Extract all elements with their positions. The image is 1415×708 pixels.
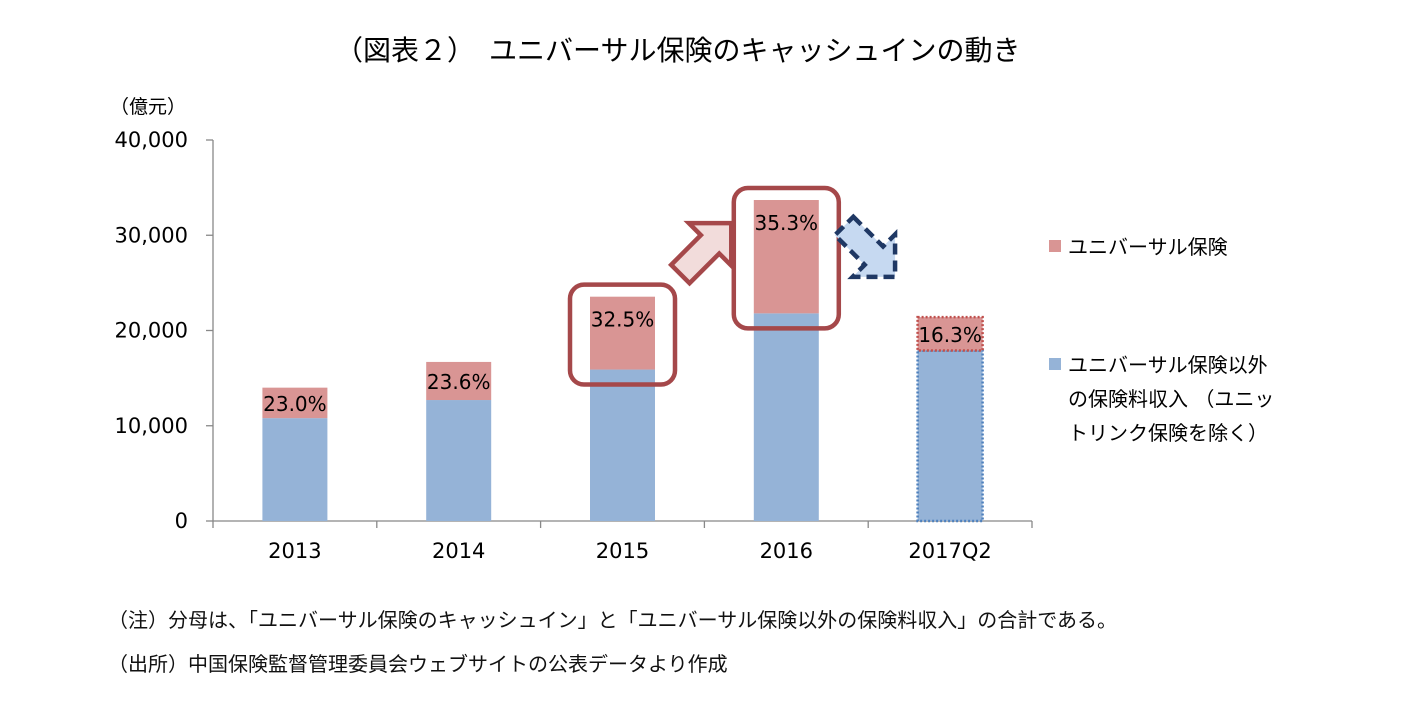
- y-tick-label: 0: [175, 509, 188, 533]
- note-denominator: （注）分母は、「ユニバーサル保険のキャッシュイン」と「ユニバーサル保険以外の保険…: [108, 608, 1117, 632]
- chart-title: （図表２） ユニバーサル保険のキャッシュインの動き: [335, 34, 1020, 67]
- highlight-box: [567, 282, 678, 387]
- bars: [262, 200, 984, 523]
- legend-label: ユニバーサル保険以外: [1068, 353, 1268, 377]
- bar-universal: [426, 361, 492, 401]
- legend-label: ユニバーサル保険: [1068, 235, 1228, 259]
- x-axis: 2013 2014 2015 2016 2017Q2: [212, 520, 1033, 563]
- x-tick-label: 2015: [596, 539, 649, 563]
- highlight-boxes: [567, 185, 842, 387]
- highlight-box: [731, 185, 842, 331]
- trend-down-arrow: [831, 213, 898, 280]
- bar-universal: [753, 200, 819, 314]
- x-tick-label: 2016: [760, 539, 813, 563]
- y-tick-label: 10,000: [115, 414, 188, 438]
- legend-swatch: [1049, 358, 1061, 370]
- bar-other-premium: [916, 349, 984, 523]
- x-tick-label: 2013: [268, 539, 321, 563]
- trend-up-arrow: [667, 220, 734, 287]
- legend-label: トリンク保険を除く）: [1068, 421, 1268, 445]
- note-source: （出所）中国保険監督管理委員会ウェブサイトの公表データより作成: [108, 652, 728, 676]
- bar-universal: [590, 296, 655, 370]
- x-tick-label: 2014: [432, 539, 485, 563]
- data-label: 35.3%: [755, 211, 819, 235]
- bar-universal: [916, 315, 984, 352]
- y-tick-label: 20,000: [115, 319, 188, 343]
- bar-other-premium: [590, 369, 655, 521]
- trend-arrows: [667, 213, 898, 287]
- data-label: 23.6%: [427, 370, 491, 394]
- y-axis: 0 10,000 20,000 30,000 40,000: [115, 128, 214, 533]
- x-tick-label: 2017Q2: [908, 539, 991, 563]
- bar-other-premium: [262, 418, 328, 521]
- data-label: 23.0%: [263, 392, 327, 416]
- data-label: 32.5%: [591, 308, 655, 332]
- data-labels: 23.0% 23.6% 32.5% 35.3% 16.3%: [263, 211, 982, 416]
- data-label: 16.3%: [918, 323, 982, 347]
- bar-other-premium: [753, 313, 819, 521]
- bar-universal: [262, 387, 328, 419]
- bar-other-premium: [426, 400, 492, 521]
- legend-swatch: [1049, 240, 1061, 252]
- y-tick-label: 40,000: [115, 128, 188, 152]
- legend-label: の保険料収入 （ユニッ: [1068, 387, 1274, 411]
- y-tick-label: 30,000: [115, 223, 188, 247]
- y-axis-unit-label: （億元）: [110, 96, 186, 118]
